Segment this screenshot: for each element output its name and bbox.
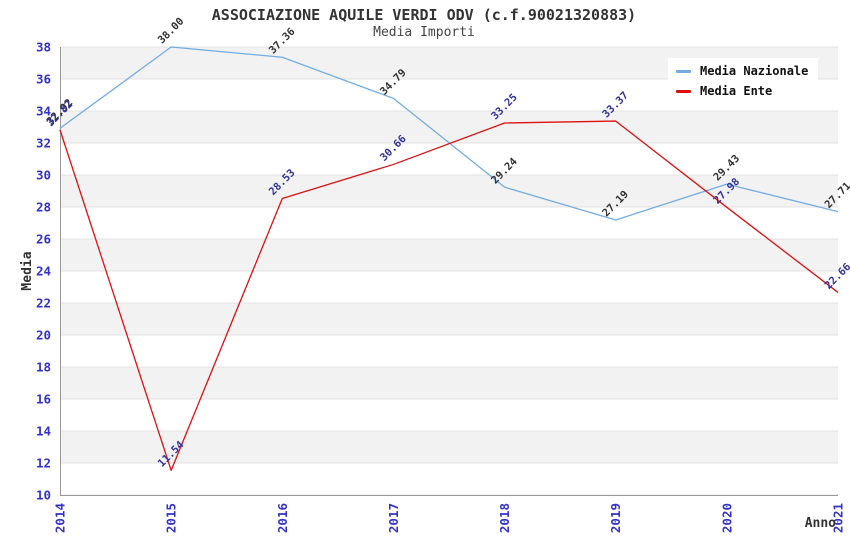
legend-item-media-ente: Media Ente	[676, 84, 808, 98]
y-tick-label: 34	[36, 104, 51, 119]
y-tick-label: 14	[36, 424, 51, 439]
y-tick-label: 38	[36, 40, 51, 55]
series-line-1	[59, 120, 839, 472]
legend-item-media-nazionale: Media Nazionale	[676, 64, 808, 78]
plot-band	[60, 111, 838, 143]
media-nazionale-line-swatch	[676, 69, 691, 73]
x-tick-label: 2016	[275, 503, 290, 533]
y-tick-label: 36	[36, 72, 51, 87]
media-ente-line-swatch	[676, 89, 691, 93]
y-tick-label: 30	[36, 168, 51, 183]
legend-label-media-nazionale: Media Nazionale	[700, 64, 809, 78]
x-tick-label: 2015	[164, 503, 179, 533]
y-tick-label: 16	[36, 392, 51, 407]
y-tick-label: 18	[36, 360, 51, 375]
y-tick-label: 24	[36, 264, 51, 279]
legend: Media Nazionale Media Ente	[668, 58, 819, 105]
y-axis-title: Media	[20, 251, 35, 290]
x-tick-label: 2014	[53, 503, 68, 533]
data-label-0: 38.00	[156, 15, 187, 46]
y-tick-label: 20	[36, 328, 51, 343]
legend-label-media-ente: Media Ente	[700, 84, 773, 98]
chart-title: ASSOCIAZIONE AQUILE VERDI ODV (c.f.90021…	[211, 6, 637, 24]
x-tick-label: 2020	[719, 503, 734, 533]
plot-band	[60, 303, 838, 335]
plot-band	[60, 367, 838, 399]
x-axis-title: Anno	[805, 516, 836, 531]
y-tick-label: 10	[36, 488, 51, 503]
series-line-0	[59, 46, 839, 221]
plot-band	[60, 175, 838, 207]
y-tick-label: 12	[36, 456, 51, 471]
y-tick-label: 26	[36, 232, 51, 247]
y-tick-label: 22	[36, 296, 51, 311]
x-tick-label: 2019	[608, 503, 623, 533]
plot-band	[60, 239, 838, 271]
x-tick-label: 2017	[386, 503, 401, 533]
x-tick-label: 2021	[831, 503, 846, 533]
y-tick-label: 28	[36, 200, 51, 215]
chart-subtitle: Media Importi	[373, 25, 475, 40]
y-tick-label: 32	[36, 136, 51, 151]
plot-band	[60, 431, 838, 463]
x-tick-label: 2018	[497, 503, 512, 533]
